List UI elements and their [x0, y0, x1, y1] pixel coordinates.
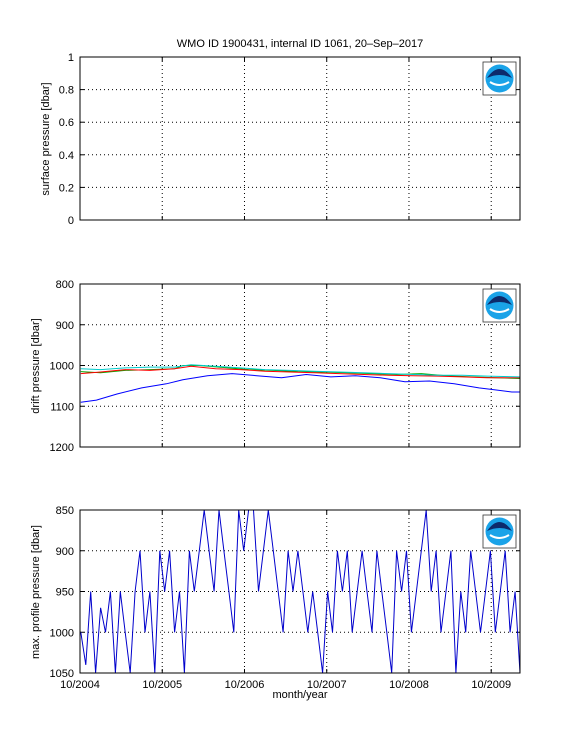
- noaa-logo-bird: [487, 522, 512, 531]
- y-tick-label: 850: [56, 505, 74, 517]
- panel-2: 800 900 1000 1100 1200: [50, 279, 521, 454]
- x-tick-label: 10/2009: [471, 679, 511, 691]
- x-tick-label: 10/2005: [142, 679, 182, 691]
- noaa-logo-bird: [487, 69, 512, 78]
- panel-2-frame: [79, 283, 521, 448]
- y-tick-label: 1200: [50, 442, 74, 454]
- noaa-logo: [482, 288, 517, 323]
- noaa-logo: [482, 61, 517, 96]
- y-tick-label: 900: [56, 320, 74, 332]
- y-tick-label: 1100: [50, 401, 74, 413]
- y-tick-label: 0.4: [59, 150, 74, 162]
- panel3-ylabel: max. profile pressure [dbar]: [30, 525, 42, 659]
- noaa-logo-bird: [487, 296, 512, 305]
- noaa-logo-circle: [485, 291, 514, 320]
- noaa-logo: [482, 514, 517, 549]
- noaa-logo-wave: [489, 81, 510, 86]
- noaa-logo-wave: [489, 308, 510, 313]
- panel1-ylabel: surface pressure [dbar]: [40, 82, 52, 195]
- y-tick-label: 1: [68, 52, 74, 64]
- x-tick-label: 10/2006: [225, 679, 265, 691]
- y-tick-label: 1000: [50, 627, 74, 639]
- y-tick-label: 900: [56, 546, 74, 558]
- panel-1: 0 0.2 0.4 0.6 0.8 1: [59, 52, 521, 227]
- panel-1-frame: [79, 56, 521, 221]
- x-tick-label: 10/2008: [389, 679, 429, 691]
- x-axis-label: month/year: [272, 689, 327, 701]
- y-tick-label: 1000: [50, 361, 74, 373]
- series-line-1: [80, 373, 520, 403]
- figure-title: WMO ID 1900431, internal ID 1061, 20–Sep…: [177, 38, 423, 50]
- series-line-1: [80, 509, 521, 674]
- panel-1-background: [80, 57, 520, 220]
- plot-panels: 0 0.2 0.4 0.6 0.8 1 800 900 1000 1100 1200 850 900 95…: [50, 52, 521, 691]
- y-tick-label: 1050: [50, 668, 74, 680]
- series-line-3: [80, 365, 520, 379]
- series-line-4: [80, 364, 521, 378]
- y-tick-label: 0.6: [59, 117, 74, 129]
- noaa-logo-wave: [489, 534, 510, 539]
- noaa-logo-circle: [485, 517, 514, 546]
- y-tick-label: 0.2: [59, 182, 74, 194]
- y-tick-label: 0.8: [59, 85, 74, 97]
- panel-3-frame: [79, 509, 521, 674]
- x-tick-label: 10/2004: [60, 679, 100, 691]
- y-tick-label: 800: [56, 279, 74, 291]
- x-tick-label: 10/2007: [307, 679, 347, 691]
- y-tick-label: 0: [68, 215, 74, 227]
- y-tick-label: 950: [56, 587, 74, 599]
- noaa-logo-circle: [485, 64, 514, 93]
- panel2-ylabel: drift pressure [dbar]: [30, 318, 42, 413]
